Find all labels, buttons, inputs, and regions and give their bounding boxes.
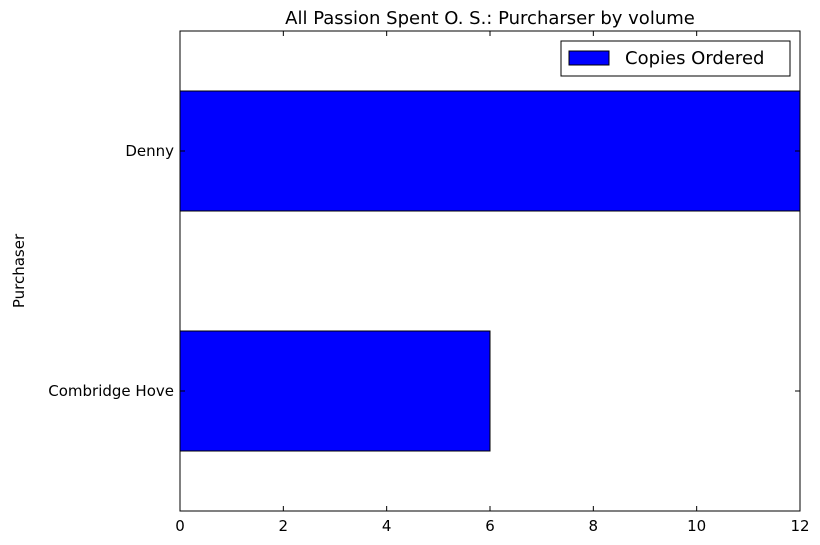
bar-denny xyxy=(179,90,801,212)
bar-combridge-hove xyxy=(179,330,491,452)
chart-title: All Passion Spent O. S.: Purcharser by v… xyxy=(285,8,695,29)
x-tick-label: 10 xyxy=(687,517,706,535)
legend-swatch xyxy=(568,50,610,66)
x-tick-label: 2 xyxy=(279,517,289,535)
x-tick-label: 4 xyxy=(382,517,392,535)
y-tick-label: Denny xyxy=(125,142,174,160)
x-tick-label: 8 xyxy=(589,517,599,535)
x-tick-label: 12 xyxy=(790,517,809,535)
legend-label: Copies Ordered xyxy=(625,48,764,69)
x-tick-label: 0 xyxy=(175,517,185,535)
y-tick-label: Combridge Hove xyxy=(48,382,174,400)
x-tick-label: 6 xyxy=(485,517,495,535)
legend: Copies Ordered xyxy=(560,40,791,77)
y-axis-label: Purchaser xyxy=(10,233,28,308)
